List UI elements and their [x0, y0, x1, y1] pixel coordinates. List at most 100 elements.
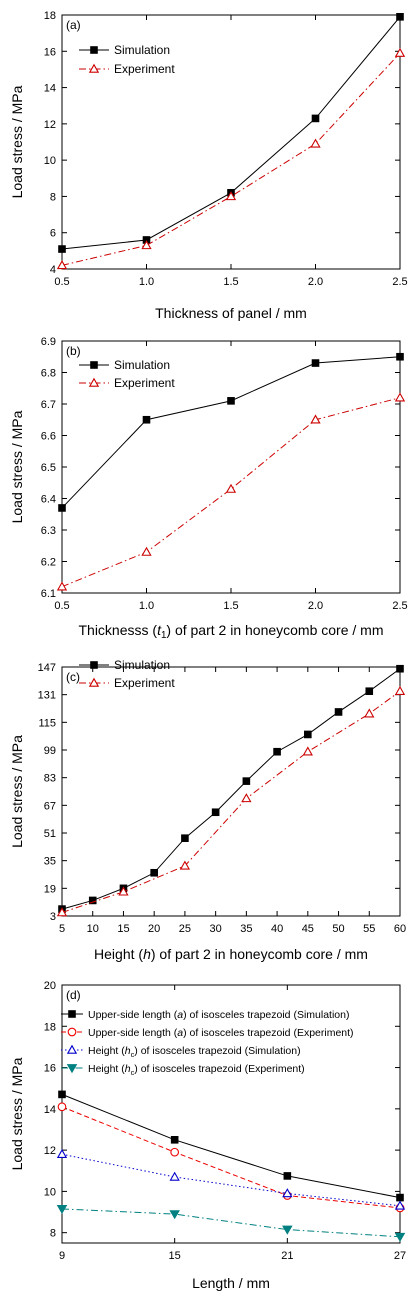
y-tick-label: 6.7 [41, 399, 56, 411]
data-point [283, 1172, 292, 1180]
y-tick-label: 14 [44, 1104, 56, 1116]
legend-marker [88, 63, 100, 73]
plot-frame [61, 666, 401, 917]
y-tick-label: 3 [50, 911, 56, 923]
panel-label: (d) [66, 988, 81, 1002]
y-tick-label: 147 [38, 662, 56, 674]
y-tick-label: 131 [38, 690, 56, 702]
data-point [394, 392, 406, 402]
y-tick-label: 8 [50, 1228, 56, 1240]
data-point [58, 504, 66, 512]
y-tick-label: 6.8 [41, 368, 56, 380]
data-point [364, 708, 375, 718]
legend-label: Upper-side length (a) of isosceles trape… [88, 1009, 349, 1021]
data-point [394, 685, 406, 695]
x-tick-label: 0.5 [54, 600, 69, 612]
data-point [56, 907, 68, 917]
legend-entry: Simulation [79, 358, 170, 372]
series-2 [56, 1148, 406, 1210]
x-tick-label: 1.5 [223, 276, 238, 288]
data-point [310, 414, 321, 424]
x-tick-label: 35 [240, 923, 252, 935]
x-tick-label: 50 [332, 923, 344, 935]
plot-frame [61, 984, 401, 1244]
legend-entry: Height (hc) of isosceles trapezoid (Simu… [61, 1044, 301, 1059]
x-axis-label: Thickness of panel / mm [155, 305, 307, 321]
data-point [170, 1136, 179, 1144]
chart-panel-a: 0.5 1.0 1.5 2.0 2.5 4 6 8 10 12 14 16 18 (a) Thickness… [9, 10, 408, 321]
data-point [394, 47, 406, 57]
y-tick-label: 16 [44, 46, 56, 58]
plot-frame [61, 14, 401, 270]
y-tick-label: 20 [44, 980, 56, 992]
series-line [61, 1106, 401, 1209]
x-axis-label: Length / mm [192, 1275, 270, 1291]
y-tick-label: 6.2 [41, 557, 56, 569]
x-tick-label: 30 [210, 923, 222, 935]
x-axis-label: Height (h) of part 2 in honeycomb core /… [94, 946, 368, 962]
data-point [273, 747, 281, 756]
data-point [242, 777, 251, 785]
legend-label: Simulation [114, 658, 170, 672]
y-tick-label: 51 [44, 828, 56, 840]
legend-marker [90, 361, 98, 369]
data-point [282, 1188, 293, 1198]
y-tick-label: 6.9 [41, 336, 56, 348]
data-point [141, 240, 152, 250]
y-tick-label: 19 [44, 883, 56, 895]
data-point [57, 1102, 67, 1112]
chart-panel-c: 5 10 15 20 25 30 35 40 45 50 55 60 3 19 35 51 67 83 99 115 1… [9, 658, 406, 962]
y-axis-label: Load stress / MPa [9, 85, 25, 198]
data-point [56, 581, 68, 591]
series-line [61, 52, 401, 266]
data-point [211, 808, 220, 817]
chart-panel-d: 9 15 21 27 8 10 12 14 16 18 20 (d) Length / mm Load s… [9, 980, 406, 1291]
x-tick-label: 27 [394, 1250, 406, 1262]
series-line [61, 16, 401, 250]
y-tick-label: 6.5 [41, 462, 56, 474]
x-tick-label: 5 [59, 923, 65, 935]
x-tick-label: 60 [394, 923, 406, 935]
series-0 [58, 13, 404, 253]
y-tick-label: 18 [44, 1021, 56, 1033]
x-tick-label: 45 [302, 923, 314, 935]
x-tick-label: 10 [87, 923, 99, 935]
legend-marker [90, 46, 98, 54]
y-tick-label: 16 [44, 1063, 56, 1075]
x-tick-label: 20 [148, 923, 160, 935]
y-tick-label: 35 [44, 856, 56, 868]
y-tick-label: 6.3 [41, 525, 56, 537]
legend-label: Experiment [114, 376, 175, 390]
data-point [396, 1193, 404, 1202]
legend-marker [68, 1010, 76, 1018]
y-tick-label: 12 [44, 119, 56, 131]
data-point [311, 114, 320, 123]
series-line [61, 690, 401, 914]
series-1 [56, 47, 406, 270]
x-tick-label: 1.0 [139, 600, 154, 612]
series-line [61, 1208, 401, 1238]
y-axis-label: Load stress / MPa [9, 735, 25, 848]
chart-panel-b: 0.5 1.0 1.5 2.0 2.5 6.1 6.2 6.3 6.4 6.5 6.6 6.7 6.8 6… [9, 336, 408, 641]
data-point [170, 1147, 180, 1157]
y-tick-label: 12 [44, 1145, 56, 1157]
y-tick-label: 10 [44, 1186, 56, 1198]
data-point [225, 483, 237, 493]
y-tick-label: 6.4 [41, 494, 56, 506]
data-point [334, 708, 343, 716]
x-tick-label: 55 [363, 923, 375, 935]
series-line [61, 397, 401, 588]
data-point [88, 896, 97, 905]
y-tick-label: 4 [50, 264, 56, 276]
data-point [365, 687, 374, 696]
legend-entry: Upper-side length (a) of isosceles trape… [61, 1027, 354, 1039]
y-tick-label: 6 [50, 228, 56, 240]
legend-label: Experiment [114, 676, 175, 690]
data-point [282, 1225, 293, 1235]
legend-entry: Experiment [79, 676, 175, 690]
data-point [56, 1205, 68, 1215]
y-tick-label: 10 [44, 155, 56, 167]
x-tick-label: 1.0 [139, 276, 154, 288]
series-line [61, 668, 401, 910]
